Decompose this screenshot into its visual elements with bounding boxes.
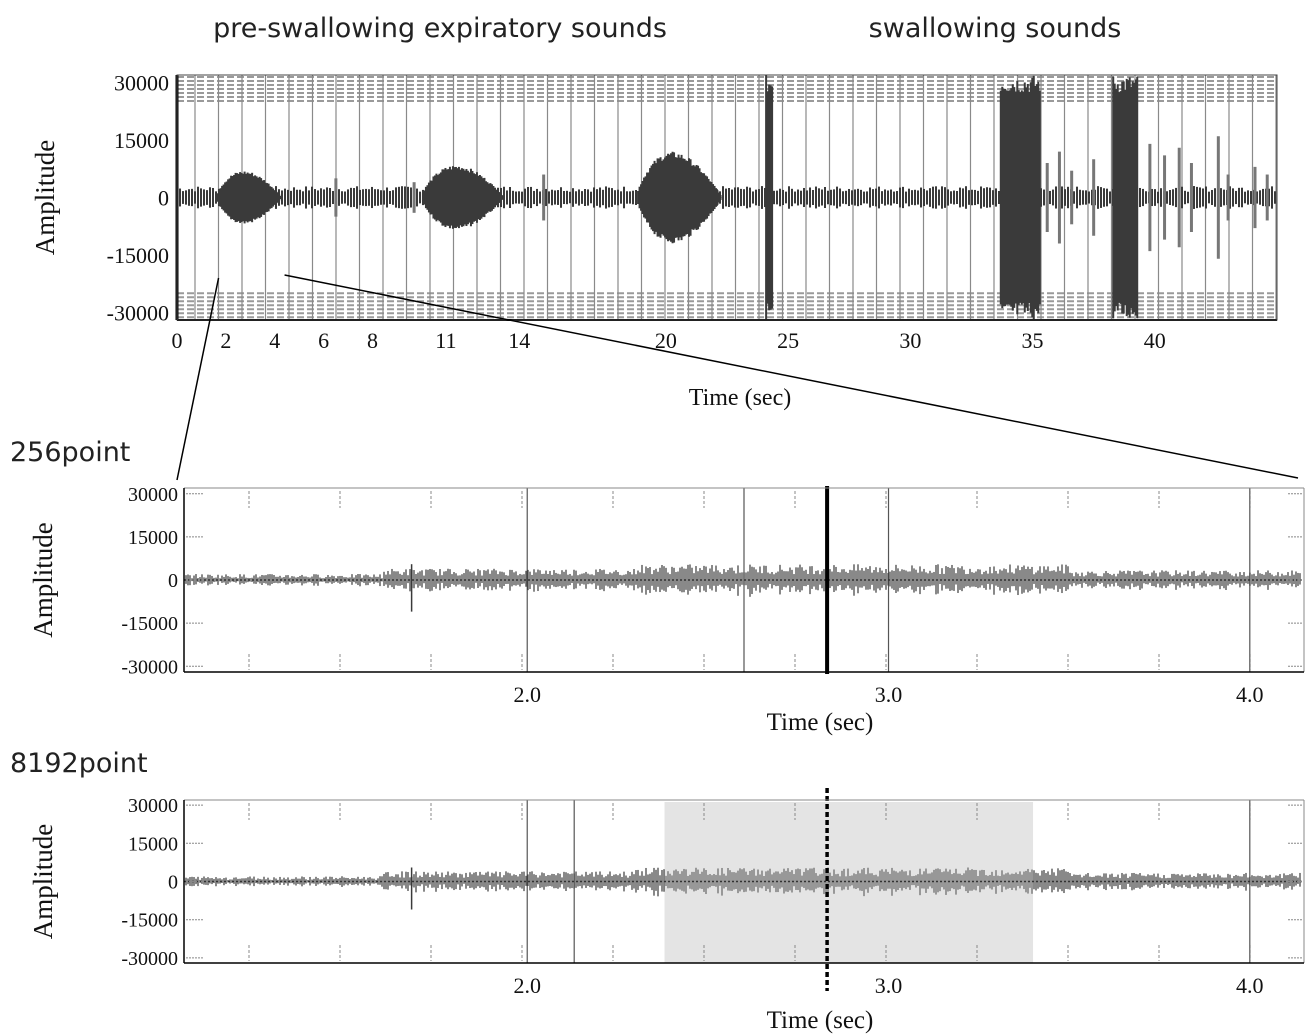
y-axis-title: Amplitude bbox=[28, 824, 58, 940]
x-tick-label: 2.0 bbox=[513, 973, 541, 998]
y-tick-label: -30000 bbox=[107, 300, 169, 325]
y-axis-title: Amplitude bbox=[28, 522, 58, 638]
x-tick-label: 4.0 bbox=[1236, 682, 1264, 707]
x-tick-label: 40 bbox=[1144, 328, 1166, 353]
overview-frame bbox=[176, 74, 1278, 321]
x-tick-label: 3.0 bbox=[875, 973, 903, 998]
y-tick-label: -30000 bbox=[121, 656, 178, 678]
x-tick-label: 25 bbox=[777, 328, 799, 353]
x-tick-label: 6 bbox=[318, 328, 329, 353]
x-tick-label: 4.0 bbox=[1236, 973, 1264, 998]
panel-label-8192point: 8192point bbox=[10, 748, 148, 779]
swallowing-label: swallowing sounds bbox=[869, 13, 1122, 44]
connector-right bbox=[284, 274, 1299, 479]
x-tick-label: 4 bbox=[269, 328, 280, 353]
y-tick-label: 0 bbox=[158, 186, 169, 211]
x-tick-label: 14 bbox=[508, 328, 530, 353]
panel-label-256point: 256point bbox=[10, 437, 130, 468]
x-tick-label: 20 bbox=[655, 328, 677, 353]
x-tick-label: 35 bbox=[1022, 328, 1044, 353]
y-tick-label: 0 bbox=[168, 872, 178, 894]
zoom-8192-chart: 30000 15000 0 -15000 -30000 2.0 3.0 4.0 Time (se… bbox=[28, 788, 1305, 1034]
y-tick-label: 30000 bbox=[128, 795, 178, 817]
y-tick-label: 0 bbox=[168, 570, 178, 592]
x-tick-label: 11 bbox=[435, 328, 456, 353]
y-tick-label: 30000 bbox=[128, 484, 178, 506]
overview-grid-texture bbox=[177, 75, 1277, 320]
zoom-waveform bbox=[184, 867, 1304, 910]
zoom-waveform bbox=[184, 564, 1304, 612]
pre-swallowing-label: pre-swallowing expiratory sounds bbox=[213, 13, 667, 44]
x-tick-label: 0 bbox=[172, 328, 183, 353]
x-tick-label: 2 bbox=[220, 328, 231, 353]
y-tick-label: -15000 bbox=[121, 910, 178, 932]
y-tick-label: -30000 bbox=[121, 948, 178, 970]
x-axis-title: Time (sec) bbox=[767, 1007, 874, 1034]
x-tick-label: 30 bbox=[899, 328, 921, 353]
y-tick-label: -15000 bbox=[107, 243, 169, 268]
zoom-256-chart: 30000 15000 0 -15000 -30000 2.0 3.0 4.0 Time (se… bbox=[28, 484, 1305, 736]
connector-left bbox=[176, 277, 220, 481]
y-tick-label: 15000 bbox=[128, 833, 178, 855]
x-tick-label: 8 bbox=[367, 328, 378, 353]
zoom-connector-lines bbox=[176, 274, 1299, 481]
x-tick-label: 3.0 bbox=[875, 682, 903, 707]
y-tick-label: 30000 bbox=[114, 71, 169, 96]
overview-waveform bbox=[176, 75, 1276, 320]
y-tick-label: 15000 bbox=[114, 128, 169, 153]
x-axis-title: Time (sec) bbox=[767, 709, 874, 736]
x-tick-label: 2.0 bbox=[513, 682, 541, 707]
overview-y-axis-title: Amplitude bbox=[30, 140, 60, 256]
y-tick-label: 15000 bbox=[128, 527, 178, 549]
overview-x-axis-title: Time (sec) bbox=[689, 385, 791, 411]
y-tick-label: -15000 bbox=[121, 613, 178, 635]
